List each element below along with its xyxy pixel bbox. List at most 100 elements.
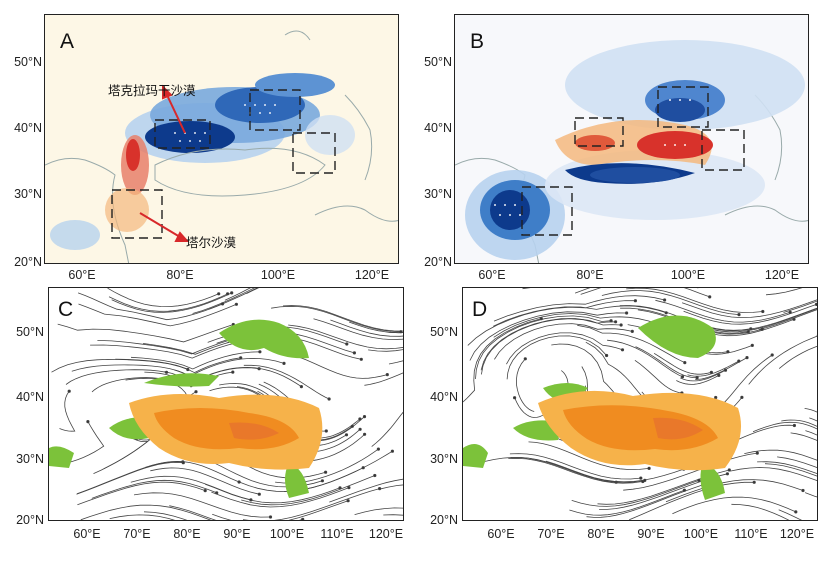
streamline: [508, 457, 643, 484]
streamline-arrowhead: [727, 468, 731, 472]
streamline-arrowhead: [740, 395, 744, 400]
streamline-arrowhead: [230, 291, 234, 295]
streamline-arrowhead: [683, 361, 687, 365]
streamline: [672, 496, 796, 515]
streamline: [577, 324, 685, 363]
panel-c-xtick: 60°E: [73, 527, 101, 541]
streamline: [752, 421, 817, 433]
streamline-arrowhead: [643, 478, 647, 482]
streamline: [475, 315, 612, 380]
streamline: [765, 288, 803, 296]
streamline-arrowhead: [399, 330, 403, 334]
streamline: [790, 432, 817, 441]
streamline: [585, 341, 646, 400]
streamline: [241, 475, 375, 506]
panel-c-field: [49, 288, 403, 520]
streamline: [687, 360, 739, 377]
panel-d-xtick: 120°E: [779, 527, 815, 541]
streamline-arrowhead: [714, 395, 718, 400]
streamline: [469, 311, 627, 361]
streamline-arrowhead: [801, 488, 805, 493]
streamline: [389, 331, 403, 334]
streamline: [319, 416, 365, 442]
streamline: [731, 503, 790, 520]
streamline: [467, 300, 636, 346]
streamline: [313, 318, 403, 341]
streamline: [59, 390, 76, 432]
streamline: [209, 288, 258, 310]
streamline: [205, 483, 341, 504]
streamline: [493, 313, 658, 338]
streamline: [510, 457, 645, 483]
streamline-arrowhead: [358, 417, 362, 421]
streamline: [676, 375, 719, 385]
streamline: [522, 288, 531, 290]
streamline-arrowhead: [717, 373, 721, 378]
streamline: [723, 354, 773, 404]
streamline: [665, 479, 804, 503]
streamline-arrowhead: [512, 396, 517, 400]
streamline: [329, 478, 403, 503]
streamline: [130, 475, 252, 501]
panel-a-xtick: 100°E: [260, 268, 296, 282]
panel-c-xtick: 80°E: [173, 527, 201, 541]
streamline: [695, 357, 748, 380]
streamline-arrowhead: [761, 309, 765, 314]
panel-c-label: C: [58, 298, 74, 321]
streamline-arrowhead: [362, 415, 367, 419]
streamline-arrowhead: [239, 356, 243, 360]
panel-b-label: B: [470, 30, 485, 53]
streamline: [71, 364, 194, 379]
streamline-arrowhead: [737, 359, 741, 363]
streamline: [242, 488, 380, 520]
streamline-arrowhead: [249, 498, 253, 502]
panel-c-xtick: 70°E: [123, 527, 151, 541]
panel-c-ytick: 30°N: [16, 452, 44, 466]
streamline: [330, 319, 403, 337]
streamline: [703, 308, 817, 333]
streamline: [506, 335, 607, 380]
panel-c-xtick: 110°E: [320, 527, 354, 541]
streamline-arrowhead: [737, 312, 741, 317]
streamline: [683, 304, 817, 325]
streamline: [192, 288, 255, 314]
panel-b-xtick: 80°E: [576, 268, 604, 282]
streamline-arrowhead: [352, 351, 356, 355]
streamline: [545, 460, 684, 483]
streamline: [91, 479, 217, 499]
streamline-arrowhead: [639, 476, 643, 480]
streamline: [91, 377, 165, 393]
panel-a-ytick: 40°N: [14, 121, 42, 135]
panel-a-map: [44, 14, 399, 264]
streamline: [463, 318, 542, 403]
streamline: [80, 504, 212, 520]
streamline: [481, 318, 616, 375]
streamline: [315, 418, 361, 439]
panel-b-xtick: 60°E: [478, 268, 506, 282]
streamline: [145, 460, 240, 483]
streamline: [383, 514, 403, 516]
streamline: [764, 463, 817, 477]
streamline-arrowhead: [770, 353, 774, 357]
streamline: [601, 290, 740, 315]
streamline: [629, 481, 755, 520]
streamline-arrowhead: [680, 375, 685, 379]
streamline: [78, 303, 237, 327]
panel-b-field: [455, 40, 808, 263]
streamline-arrowhead: [755, 451, 759, 455]
streamline-arrowhead: [346, 499, 350, 503]
panel-d-map: [462, 287, 818, 521]
streamline-arrowhead: [299, 385, 303, 389]
panel-d-xtick: 110°E: [734, 527, 768, 541]
streamline: [288, 353, 388, 379]
streamline-arrowhead: [752, 480, 756, 484]
panel-b-ytick: 50°N: [424, 55, 452, 69]
panel-a-xtick: 60°E: [68, 268, 96, 282]
streamline: [494, 323, 633, 360]
panel-b-xtick: 120°E: [764, 268, 800, 282]
streamline: [76, 461, 183, 495]
panel-b-ytick: 20°N: [424, 255, 452, 269]
streamline: [107, 288, 219, 308]
panel-b-ytick: 40°N: [424, 121, 452, 135]
streamline-arrowhead: [234, 302, 238, 306]
